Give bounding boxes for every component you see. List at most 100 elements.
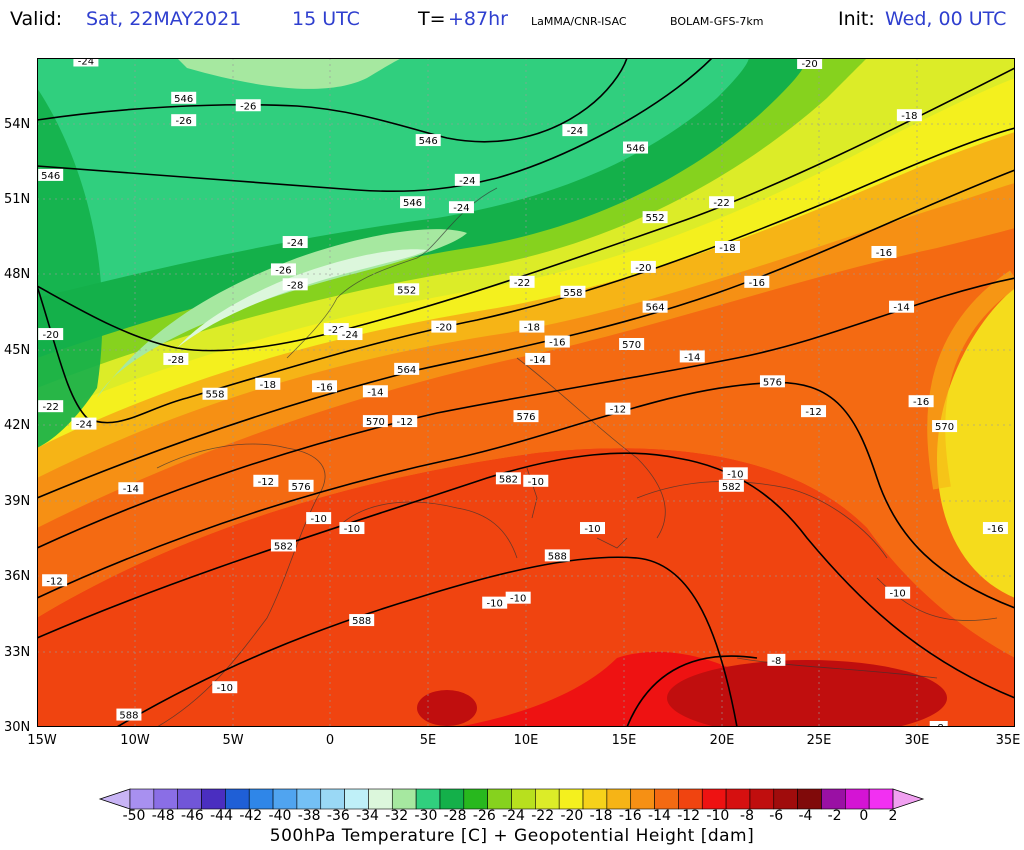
- lat-label-39n: 39N: [4, 494, 31, 509]
- temperature-label: -20: [797, 58, 823, 70]
- scale-tick-label: -18: [589, 808, 613, 824]
- scale-swatch: [725, 788, 751, 810]
- height-label-bg: [270, 539, 296, 552]
- temperature-label-text: -10: [510, 594, 526, 605]
- contour-582: [37, 452, 1015, 699]
- height-label-text: 588: [119, 711, 138, 722]
- temperature-label-text: -24: [76, 420, 92, 431]
- temperature-label-bg: [982, 522, 1008, 535]
- temperature-label: -28: [282, 278, 308, 291]
- temperature-label-text: -12: [397, 417, 413, 428]
- lat-label-33n: 33N: [4, 645, 31, 660]
- temperature-label-text: -22: [514, 278, 530, 289]
- height-label-bg: [759, 375, 785, 388]
- scale-swatch: [248, 788, 274, 810]
- lat-label-36n: 36N: [4, 569, 31, 584]
- height-label-bg: [400, 196, 426, 209]
- height-label-text: 552: [397, 285, 416, 296]
- temperature-label: -8: [767, 653, 786, 667]
- temperature-label-bg: [392, 415, 418, 428]
- scale-tick-label: -44: [210, 808, 233, 824]
- temperature-label: -24: [337, 328, 363, 341]
- temperature-label: -14: [889, 300, 915, 314]
- temperature-label-text: -26: [328, 325, 344, 336]
- temperature-label-text: -10: [584, 524, 600, 535]
- height-label-text: 570: [935, 422, 954, 433]
- scale-swatch: [845, 788, 870, 810]
- temperature-label-text: -24: [453, 203, 469, 214]
- temperature-label-bg: [362, 385, 388, 398]
- init-label: Init:: [838, 8, 875, 30]
- temperature-label-bg: [797, 58, 823, 69]
- height-label-text: 582: [499, 474, 518, 485]
- scale-tick-label: -34: [356, 808, 379, 824]
- temperature-label-text: -16: [876, 248, 892, 259]
- height-label-text: 546: [41, 171, 60, 182]
- lon-label-10w: 10W: [120, 733, 150, 748]
- temperature-label: -24: [73, 58, 99, 67]
- scale-swatch: [344, 788, 369, 810]
- temperature-label: -10: [580, 522, 606, 535]
- scale-swatch: [201, 788, 226, 810]
- temperature-label-text: -10: [310, 514, 326, 525]
- scale-tick-label: -46: [180, 808, 204, 824]
- temperature-label: -24: [562, 124, 588, 137]
- contour-546-north: [37, 58, 628, 143]
- scale-tick-label: -50: [122, 808, 146, 824]
- temperature-label-bg: [235, 99, 261, 112]
- temperature-label-text: -24: [459, 176, 475, 187]
- height-label-bg: [171, 91, 197, 104]
- temperature-label-bg: [605, 402, 631, 415]
- temperature-label: -10: [339, 522, 365, 535]
- temperature-label-text: -26: [240, 101, 256, 112]
- height-label-bg: [544, 549, 570, 562]
- scale-tick-label: -32: [385, 808, 409, 824]
- lat-label-54n: 54N: [4, 117, 31, 132]
- scale-swatch: [582, 788, 608, 810]
- temperature-label-bg: [714, 241, 740, 254]
- temperature-label-text: -24: [342, 330, 358, 341]
- temperature-label: -12: [253, 474, 279, 488]
- temperature-label-bg: [306, 512, 332, 525]
- temperature-label-bg: [282, 236, 308, 249]
- scale-swatch: [535, 788, 560, 810]
- scale-swatch: [701, 788, 727, 810]
- scale-swatch: [821, 788, 846, 810]
- temperature-label: -24: [448, 201, 474, 214]
- scale-tick-label: -42: [239, 808, 263, 824]
- scale-swatch: [654, 788, 679, 810]
- height-label: 546: [171, 91, 197, 105]
- temperature-label-bg: [744, 275, 770, 288]
- scale-swatch: [177, 788, 202, 810]
- temperature-label-bg: [270, 263, 296, 276]
- scale-swatch: [511, 788, 536, 810]
- scale-swatch: [153, 788, 178, 810]
- temperature-label-text: -10: [487, 599, 503, 610]
- temperature-label: -28: [163, 352, 189, 366]
- scale-right-arrow: [892, 788, 925, 810]
- height-label: 546: [38, 168, 64, 182]
- temperature-label-bg: [282, 278, 308, 291]
- scale-swatch: [678, 788, 703, 810]
- temperature-label-bg: [71, 417, 97, 430]
- scale-tick-label: 2: [888, 808, 898, 824]
- temp-patch-minus8b: [417, 690, 477, 726]
- temperature-label: -10: [523, 474, 549, 488]
- temp-patch-minus8: [667, 660, 947, 727]
- height-label-bg: [718, 479, 744, 492]
- forecast-step-label: T=: [418, 8, 446, 30]
- scale-swatch: [272, 788, 298, 810]
- height-label-text: 576: [516, 412, 535, 423]
- temperature-label: -18: [519, 320, 545, 334]
- height-label: 546: [415, 134, 441, 147]
- scale-tick-label: -6: [769, 808, 784, 824]
- temperature-label-bg: [525, 352, 551, 365]
- contour-588: [116, 556, 738, 727]
- height-label: 582: [718, 479, 744, 493]
- temperature-label-text: -8: [771, 656, 781, 667]
- scale-swatch: [129, 788, 155, 810]
- temperature-label-text: -14: [893, 303, 909, 314]
- scale-swatch: [749, 788, 775, 810]
- temperature-label-text: -14: [684, 352, 700, 363]
- scale-tick-label: -28: [443, 808, 467, 824]
